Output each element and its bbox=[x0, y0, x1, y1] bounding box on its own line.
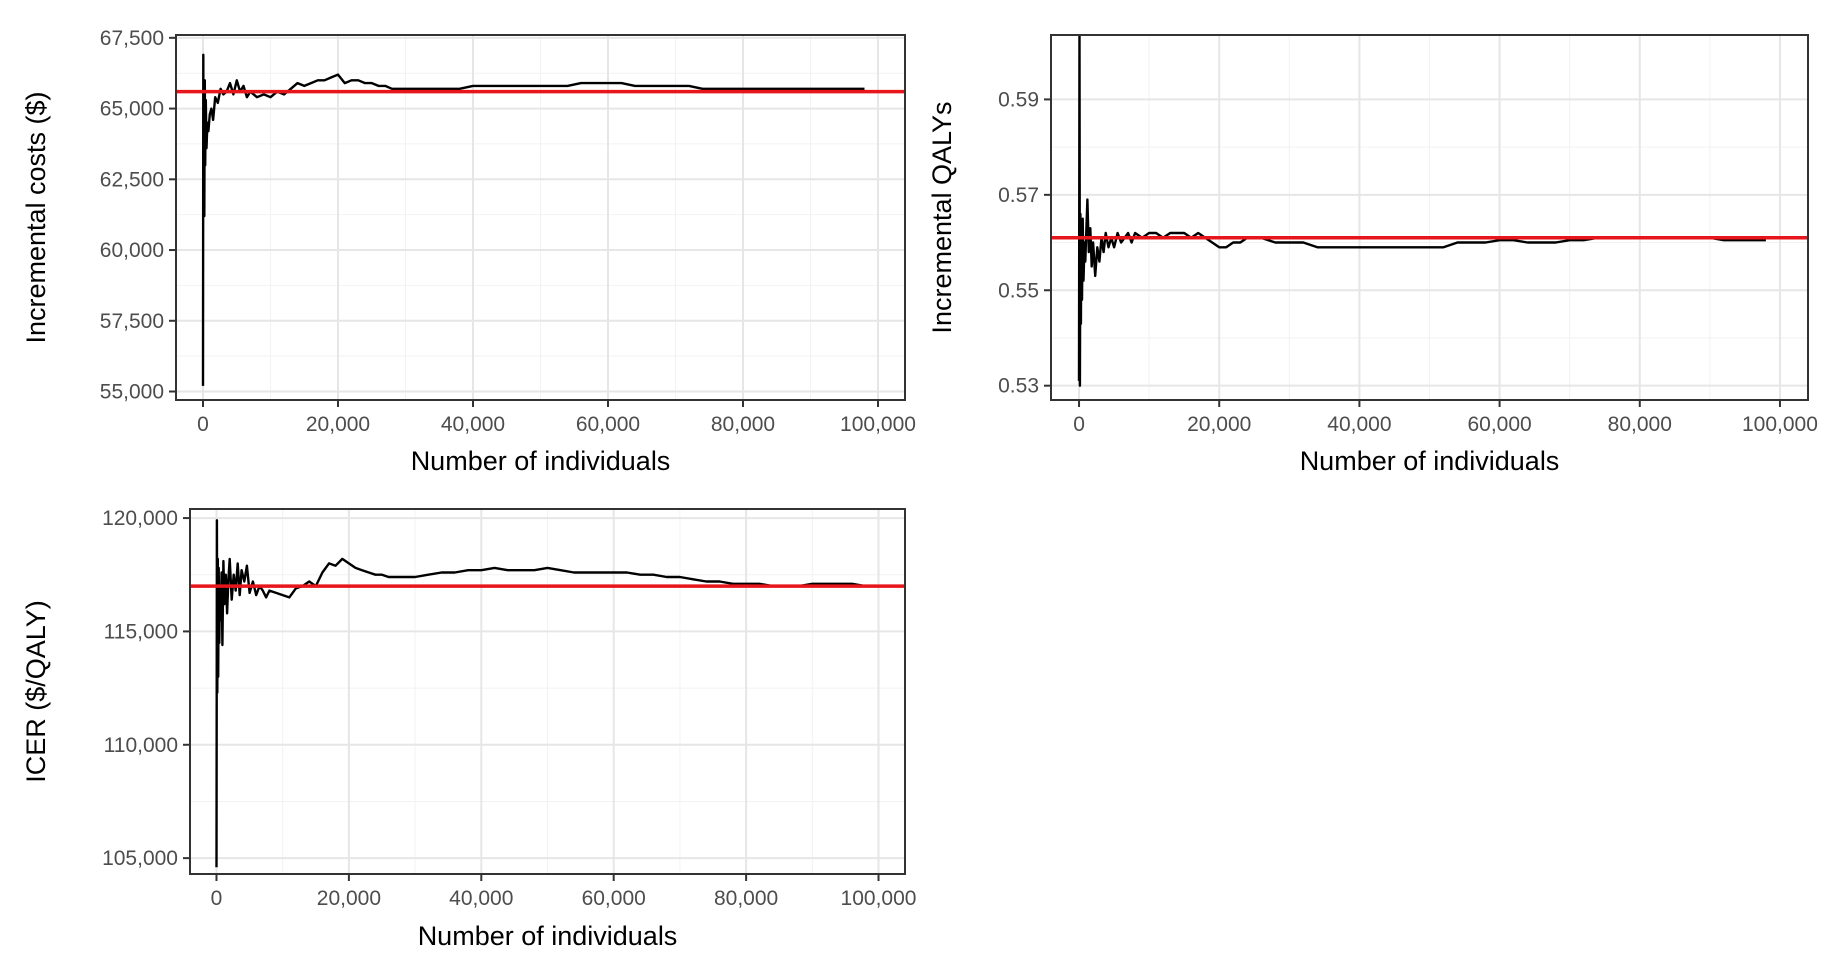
y-tick-label: 0.53 bbox=[998, 375, 1039, 398]
panel-incremental-qalys: 0 20,000 40,000 60,000 80,000 100,000 0.53 0.55… bbox=[927, 34, 1818, 476]
y-tick-label: 120,000 bbox=[102, 507, 178, 530]
x-tick-label: 60,000 bbox=[1467, 413, 1531, 436]
y-tick-label: 0.57 bbox=[998, 184, 1039, 207]
panel-border bbox=[175, 34, 906, 401]
x-axis-title: Number of individuals bbox=[411, 446, 671, 476]
y-axis-title: Incremental costs ($) bbox=[21, 91, 51, 343]
panel-icer: 0 20,000 40,000 60,000 80,000 100,000 105,000 1… bbox=[21, 507, 916, 951]
x-tick-label: 40,000 bbox=[449, 887, 513, 910]
x-tick-label: 100,000 bbox=[840, 413, 916, 436]
y-tick-label: 105,000 bbox=[102, 847, 178, 870]
running-estimate-line bbox=[215, 519, 866, 868]
y-axis-title: Incremental QALYs bbox=[927, 101, 957, 333]
y-tick-label: 55,000 bbox=[100, 381, 164, 404]
panel-border bbox=[1050, 34, 1809, 401]
running-estimate-line bbox=[201, 53, 865, 386]
x-axis-title: Number of individuals bbox=[1300, 446, 1560, 476]
x-tick-label: 80,000 bbox=[1608, 413, 1672, 436]
x-tick-label: 20,000 bbox=[317, 887, 381, 910]
running-estimate-line bbox=[1077, 35, 1766, 387]
y-tick-label: 57,500 bbox=[100, 310, 164, 333]
x-tick-label: 0 bbox=[197, 413, 209, 436]
y-tick-label: 110,000 bbox=[104, 734, 178, 757]
y-tick-label: 67,500 bbox=[100, 27, 164, 50]
y-tick-label: 60,000 bbox=[100, 239, 164, 262]
x-axis-title: Number of individuals bbox=[418, 921, 678, 951]
x-tick-label: 100,000 bbox=[1742, 413, 1818, 436]
y-tick-label: 62,500 bbox=[100, 168, 164, 191]
panel-border bbox=[189, 508, 906, 875]
x-tick-label: 20,000 bbox=[306, 413, 370, 436]
x-tick-label: 40,000 bbox=[1327, 413, 1391, 436]
y-tick-label: 0.55 bbox=[998, 279, 1039, 302]
x-tick-label: 60,000 bbox=[576, 413, 640, 436]
x-tick-label: 80,000 bbox=[714, 887, 778, 910]
x-tick-label: 60,000 bbox=[582, 887, 646, 910]
y-axis-title: ICER ($/QALY) bbox=[21, 600, 51, 783]
x-tick-label: 0 bbox=[211, 887, 223, 910]
x-tick-label: 0 bbox=[1073, 413, 1085, 436]
x-tick-label: 80,000 bbox=[711, 413, 775, 436]
y-tick-label: 65,000 bbox=[100, 98, 164, 121]
y-tick-label: 0.59 bbox=[998, 88, 1039, 111]
y-tick-label: 115,000 bbox=[104, 620, 178, 643]
x-tick-label: 20,000 bbox=[1187, 413, 1251, 436]
x-tick-label: 40,000 bbox=[441, 413, 505, 436]
panel-incremental-costs: 0 20,000 40,000 60,000 80,000 100,000 55,000 57… bbox=[21, 27, 916, 476]
x-tick-label: 100,000 bbox=[841, 887, 917, 910]
